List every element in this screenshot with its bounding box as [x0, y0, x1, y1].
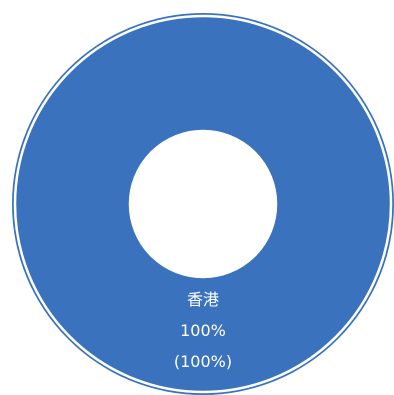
slice-value-label: 100% [180, 321, 226, 340]
slice-percent-label: (100%) [174, 352, 232, 371]
doughnut-hole [130, 131, 276, 277]
chart-data-labels: 香港 100% (100%) [174, 290, 232, 371]
slice-category-label: 香港 [187, 290, 219, 309]
chart-slices [12, 13, 394, 395]
